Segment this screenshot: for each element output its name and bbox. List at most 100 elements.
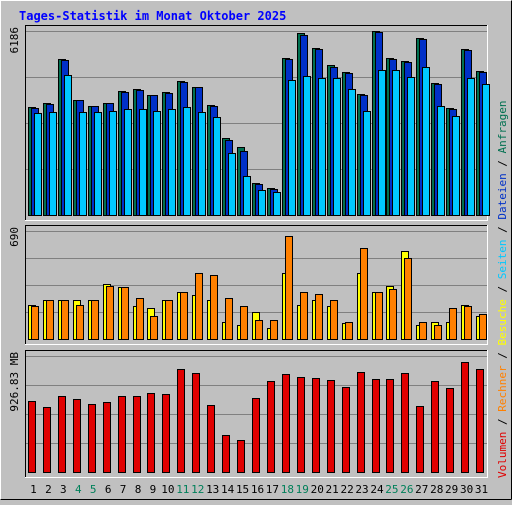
- chart-title: Tages-Statistik im Monat Oktober 2025: [19, 9, 286, 23]
- x-tick-label: 17: [266, 483, 279, 496]
- x-tick-label: 29: [445, 483, 458, 496]
- bar-rechner-day-21: [330, 300, 338, 340]
- bar-volumen-day-13: [207, 405, 215, 473]
- bar-volumen-day-3: [58, 396, 66, 473]
- legend-entry-seiten: Seiten: [496, 240, 509, 280]
- x-tick-label: 18: [281, 483, 294, 496]
- bar-rechner-day-13: [210, 275, 218, 340]
- y-axis-max-label: 926.83 MB: [8, 352, 21, 412]
- x-tick-label: 14: [221, 483, 235, 496]
- bar-rechner-day-3: [61, 300, 69, 340]
- bar-seiten-day-17: [273, 192, 281, 216]
- bar-volumen-day-29: [446, 388, 454, 473]
- bar-rechner-day-16: [255, 320, 263, 340]
- bar-volumen-day-16: [252, 398, 260, 473]
- bar-rechner-day-18: [285, 236, 293, 340]
- legend-separator: /: [496, 279, 509, 299]
- x-tick-label: 25: [385, 483, 398, 496]
- bar-rechner-day-8: [136, 298, 144, 340]
- bar-volumen-day-20: [312, 378, 320, 473]
- x-tick-label: 13: [206, 483, 219, 496]
- bar-rechner-day-1: [31, 306, 39, 340]
- bar-volumen-day-5: [88, 404, 96, 473]
- bar-volumen-day-11: [177, 369, 185, 473]
- bar-volumen-day-6: [103, 402, 111, 473]
- bar-volumen-day-10: [162, 394, 170, 473]
- x-tick-label: 19: [296, 483, 309, 496]
- bar-seiten-day-2: [49, 112, 57, 216]
- bar-rechner-day-2: [46, 300, 54, 340]
- bar-rechner-day-23: [360, 248, 368, 340]
- bar-rechner-day-4: [76, 305, 84, 340]
- bar-volumen-day-24: [372, 379, 380, 473]
- bar-seiten-day-22: [348, 89, 356, 216]
- x-tick-label: 3: [60, 483, 67, 496]
- legend-entry-besuche: Besuche: [496, 299, 509, 345]
- bar-volumen-day-21: [327, 380, 335, 473]
- bar-volumen-day-31: [476, 369, 484, 473]
- x-tick-label: 23: [355, 483, 368, 496]
- bar-seiten-day-5: [94, 112, 102, 216]
- legend-entry-anfragen: Anfragen: [496, 100, 509, 153]
- x-tick-label: 24: [370, 483, 384, 496]
- bar-seiten-day-3: [64, 75, 72, 216]
- bar-seiten-day-29: [452, 116, 460, 216]
- bar-rechner-day-10: [165, 300, 173, 340]
- bar-volumen-day-22: [342, 387, 350, 473]
- x-tick-label: 9: [150, 483, 157, 496]
- bar-seiten-day-21: [333, 78, 341, 216]
- bar-volumen-day-28: [431, 381, 439, 473]
- bar-volumen-day-9: [147, 393, 155, 473]
- bar-seiten-day-16: [258, 190, 266, 216]
- legend-entry-volumen: Volumen: [496, 432, 509, 478]
- bar-rechner-day-7: [121, 287, 129, 340]
- bar-rechner-day-20: [315, 294, 323, 340]
- x-tick-label: 30: [460, 483, 473, 496]
- bar-rechner-day-12: [195, 273, 203, 340]
- bar-rechner-day-25: [389, 289, 397, 340]
- x-tick-label: 28: [430, 483, 443, 496]
- bar-rechner-day-29: [449, 308, 457, 340]
- bar-rechner-day-19: [300, 292, 308, 340]
- bar-rechner-day-26: [404, 258, 412, 340]
- x-tick-label: 4: [75, 483, 82, 496]
- bar-seiten-day-12: [198, 112, 206, 216]
- bar-seiten-day-15: [243, 176, 251, 216]
- x-tick-label: 31: [475, 483, 488, 496]
- bar-rechner-day-15: [240, 306, 248, 340]
- y-axis-max-label: 690: [8, 227, 21, 247]
- bar-seiten-day-31: [482, 84, 490, 216]
- bar-seiten-day-7: [124, 109, 132, 216]
- bar-rechner-day-28: [434, 325, 442, 340]
- bar-rechner-day-30: [464, 306, 472, 340]
- bar-volumen-day-18: [282, 374, 290, 473]
- legend: Volumen / Rechner / Besuche / Seiten / D…: [496, 100, 509, 478]
- bar-volumen-day-7: [118, 396, 126, 473]
- x-tick-label: 1: [30, 483, 37, 496]
- bar-volumen-day-1: [28, 401, 36, 473]
- legend-separator: /: [496, 412, 509, 432]
- legend-separator: /: [496, 346, 509, 366]
- x-tick-label: 12: [191, 483, 204, 496]
- x-tick-label: 7: [120, 483, 127, 496]
- bar-seiten-day-6: [109, 111, 117, 216]
- y-axis-max-label: 6186: [8, 27, 21, 54]
- bar-rechner-day-9: [150, 316, 158, 340]
- x-tick-label: 22: [340, 483, 353, 496]
- bar-seiten-day-20: [318, 78, 326, 216]
- bar-rechner-day-11: [180, 292, 188, 340]
- x-tick-label: 2: [45, 483, 52, 496]
- x-tick-label: 27: [415, 483, 428, 496]
- bar-rechner-day-14: [225, 298, 233, 340]
- bar-rechner-day-6: [106, 286, 114, 340]
- legend-separator: /: [496, 153, 509, 173]
- x-tick-label: 20: [311, 483, 324, 496]
- bar-seiten-day-9: [153, 111, 161, 216]
- x-tick-label: 8: [135, 483, 142, 496]
- bar-volumen-day-4: [73, 399, 81, 473]
- bar-rechner-day-24: [375, 292, 383, 340]
- bar-seiten-day-26: [407, 77, 415, 216]
- bar-seiten-day-27: [422, 67, 430, 216]
- bar-seiten-day-25: [392, 70, 400, 216]
